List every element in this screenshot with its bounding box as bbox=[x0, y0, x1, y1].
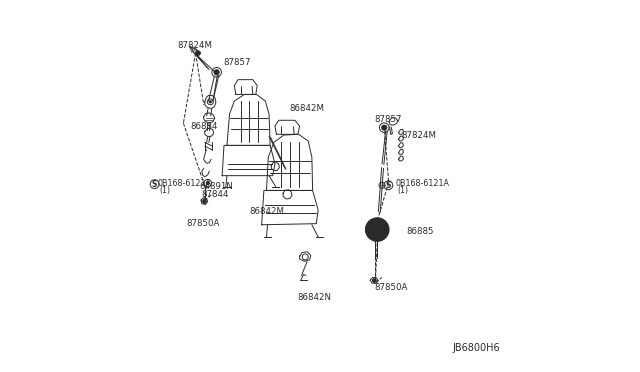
Text: (1): (1) bbox=[397, 186, 409, 195]
Circle shape bbox=[374, 227, 380, 232]
Text: 86842M: 86842M bbox=[250, 206, 285, 216]
Text: 0B168-6121A: 0B168-6121A bbox=[396, 179, 450, 187]
Text: 87824M: 87824M bbox=[401, 131, 436, 140]
Text: S: S bbox=[152, 180, 157, 189]
Text: JB6800H6: JB6800H6 bbox=[452, 343, 500, 353]
Circle shape bbox=[209, 101, 211, 103]
Text: (1): (1) bbox=[159, 186, 170, 195]
Circle shape bbox=[365, 218, 389, 241]
Text: 0B168-6121A: 0B168-6121A bbox=[157, 179, 212, 187]
Circle shape bbox=[214, 70, 220, 75]
Text: 86884: 86884 bbox=[190, 122, 218, 131]
Text: 87850A: 87850A bbox=[374, 283, 408, 292]
Circle shape bbox=[381, 125, 387, 130]
Circle shape bbox=[203, 200, 206, 203]
Text: 87857: 87857 bbox=[374, 115, 402, 124]
Text: 87824M: 87824M bbox=[178, 41, 213, 50]
Circle shape bbox=[206, 182, 209, 185]
Circle shape bbox=[196, 51, 200, 55]
Text: 86842M: 86842M bbox=[290, 104, 324, 113]
Text: 87857: 87857 bbox=[223, 58, 251, 67]
Text: 87850A: 87850A bbox=[186, 219, 220, 228]
Text: 86885: 86885 bbox=[407, 227, 435, 235]
Text: 87844: 87844 bbox=[201, 190, 228, 199]
Circle shape bbox=[372, 279, 376, 282]
Text: 86842N: 86842N bbox=[297, 293, 331, 302]
Text: S: S bbox=[386, 181, 391, 190]
Text: 64891N: 64891N bbox=[199, 182, 233, 191]
